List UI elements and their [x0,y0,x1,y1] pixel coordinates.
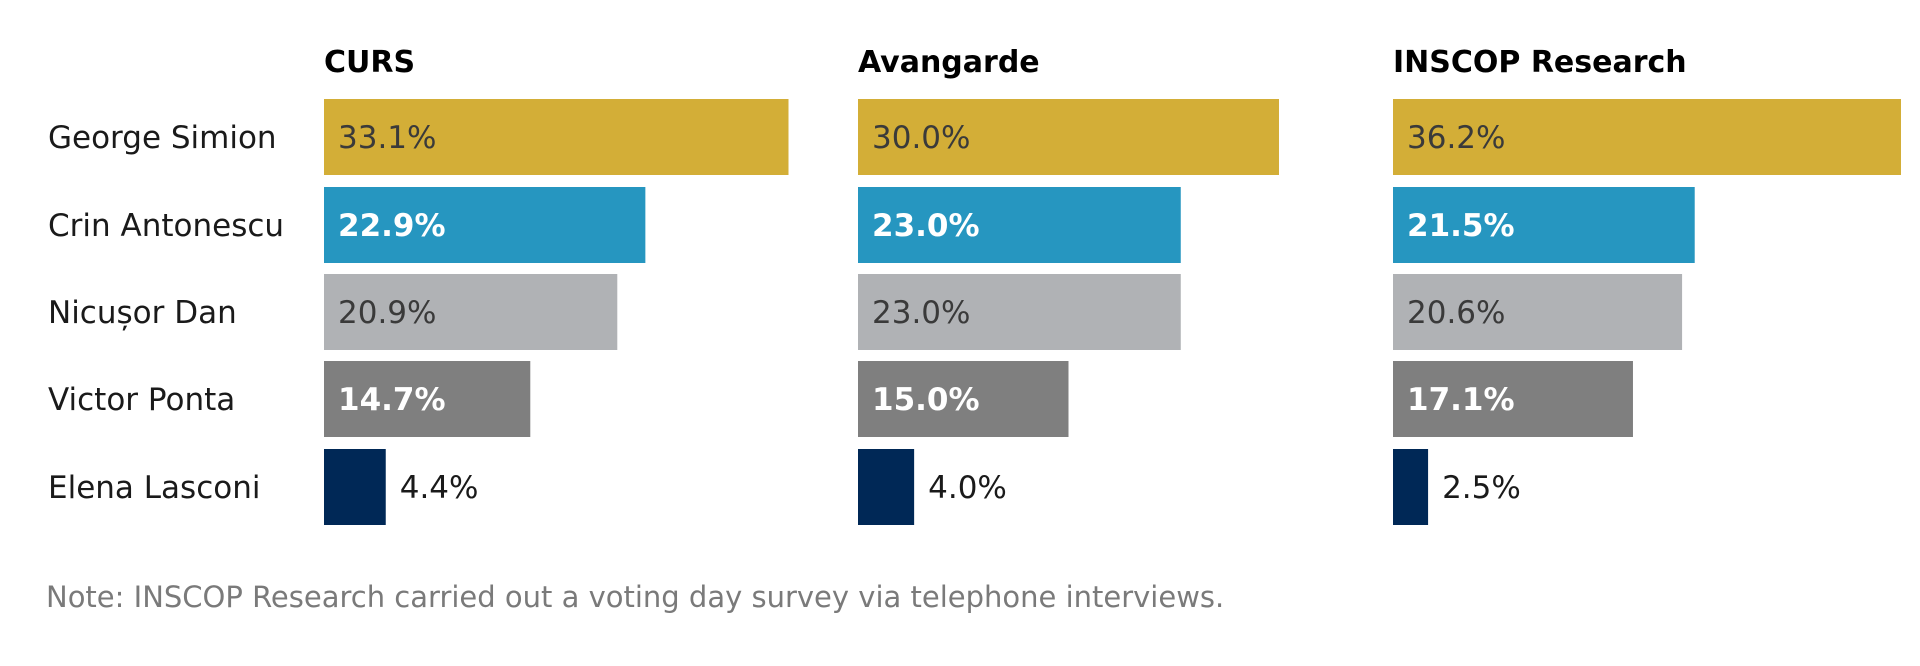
bar [324,274,618,350]
bar-value-label: 14.7% [338,382,446,418]
bar [1393,99,1901,175]
panel-title: CURS [324,45,415,80]
bar [858,99,1279,175]
bar-value-label: 33.1% [338,120,436,156]
chart-note: Note: INSCOP Research carried out a voti… [46,580,1225,614]
candidate-label: Elena Lasconi [48,470,260,506]
bar-value-label: 15.0% [872,382,980,418]
bar-value-label: 23.0% [872,208,980,244]
candidate-label: Victor Ponta [48,382,235,418]
bar-value-label: 23.0% [872,295,970,331]
bar-value-label: 4.4% [400,470,479,506]
bar-value-label: 22.9% [338,208,446,244]
bar-value-label: 21.5% [1407,208,1515,244]
candidate-label: Nicușor Dan [48,295,237,331]
bar [324,361,531,437]
bar-value-label: 2.5% [1442,470,1521,506]
candidate-label: George Simion [48,120,277,156]
panel-title: Avangarde [858,45,1040,80]
bar [858,274,1181,350]
candidate-label: Crin Antonescu [48,208,284,244]
bar [858,361,1069,437]
bar-value-label: 36.2% [1407,120,1505,156]
bar [1393,187,1695,263]
panel-title: INSCOP Research [1393,45,1687,80]
bar [1393,274,1683,350]
bar-value-label: 20.9% [338,295,436,331]
bar [858,449,915,525]
bar [1393,361,1633,437]
bar-value-label: 30.0% [872,120,970,156]
bar-value-label: 4.0% [928,470,1007,506]
bar [1393,449,1429,525]
bar-value-label: 17.1% [1407,382,1515,418]
bar-value-label: 20.6% [1407,295,1505,331]
bar-chart: George Simion Crin Antonescu Nicușor Dan Vi… [48,45,1901,525]
bar [324,187,646,263]
bar [858,187,1181,263]
bar [324,449,386,525]
bar [324,99,789,175]
